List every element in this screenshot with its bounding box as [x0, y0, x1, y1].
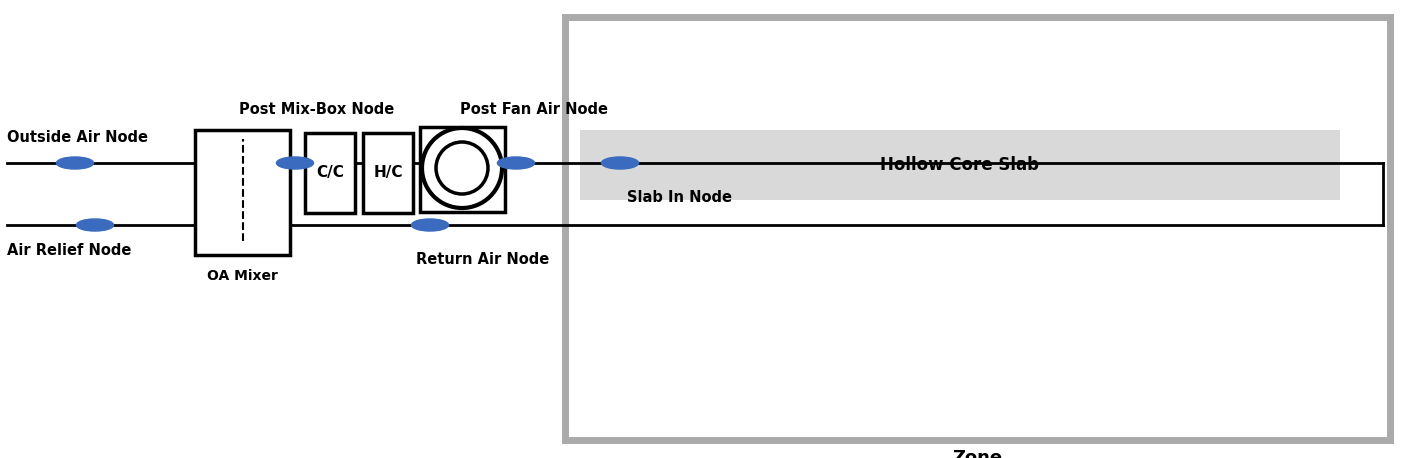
Ellipse shape — [435, 142, 488, 194]
Bar — [565, 17, 1391, 440]
Text: OA Mixer: OA Mixer — [207, 269, 278, 283]
Bar — [420, 127, 504, 212]
Circle shape — [276, 157, 314, 169]
Text: Post Mix-Box Node: Post Mix-Box Node — [238, 102, 395, 117]
Text: Post Fan Air Node: Post Fan Air Node — [459, 102, 607, 117]
Text: C/C: C/C — [316, 165, 344, 180]
Bar — [304, 133, 355, 213]
Circle shape — [411, 219, 448, 231]
Circle shape — [56, 157, 93, 169]
Bar — [364, 133, 413, 213]
Circle shape — [602, 157, 638, 169]
Bar — [194, 130, 290, 255]
Circle shape — [76, 219, 114, 231]
Text: H/C: H/C — [373, 165, 403, 180]
Text: Air Relief Node: Air Relief Node — [7, 243, 131, 258]
Text: Zone: Zone — [952, 449, 1003, 458]
Circle shape — [497, 157, 534, 169]
Bar — [581, 130, 1340, 200]
Text: Slab In Node: Slab In Node — [627, 191, 733, 206]
Text: Outside Air Node: Outside Air Node — [7, 130, 148, 145]
Ellipse shape — [423, 128, 502, 208]
Text: Hollow Core Slab: Hollow Core Slab — [881, 156, 1040, 174]
Text: Return Air Node: Return Air Node — [416, 252, 550, 267]
